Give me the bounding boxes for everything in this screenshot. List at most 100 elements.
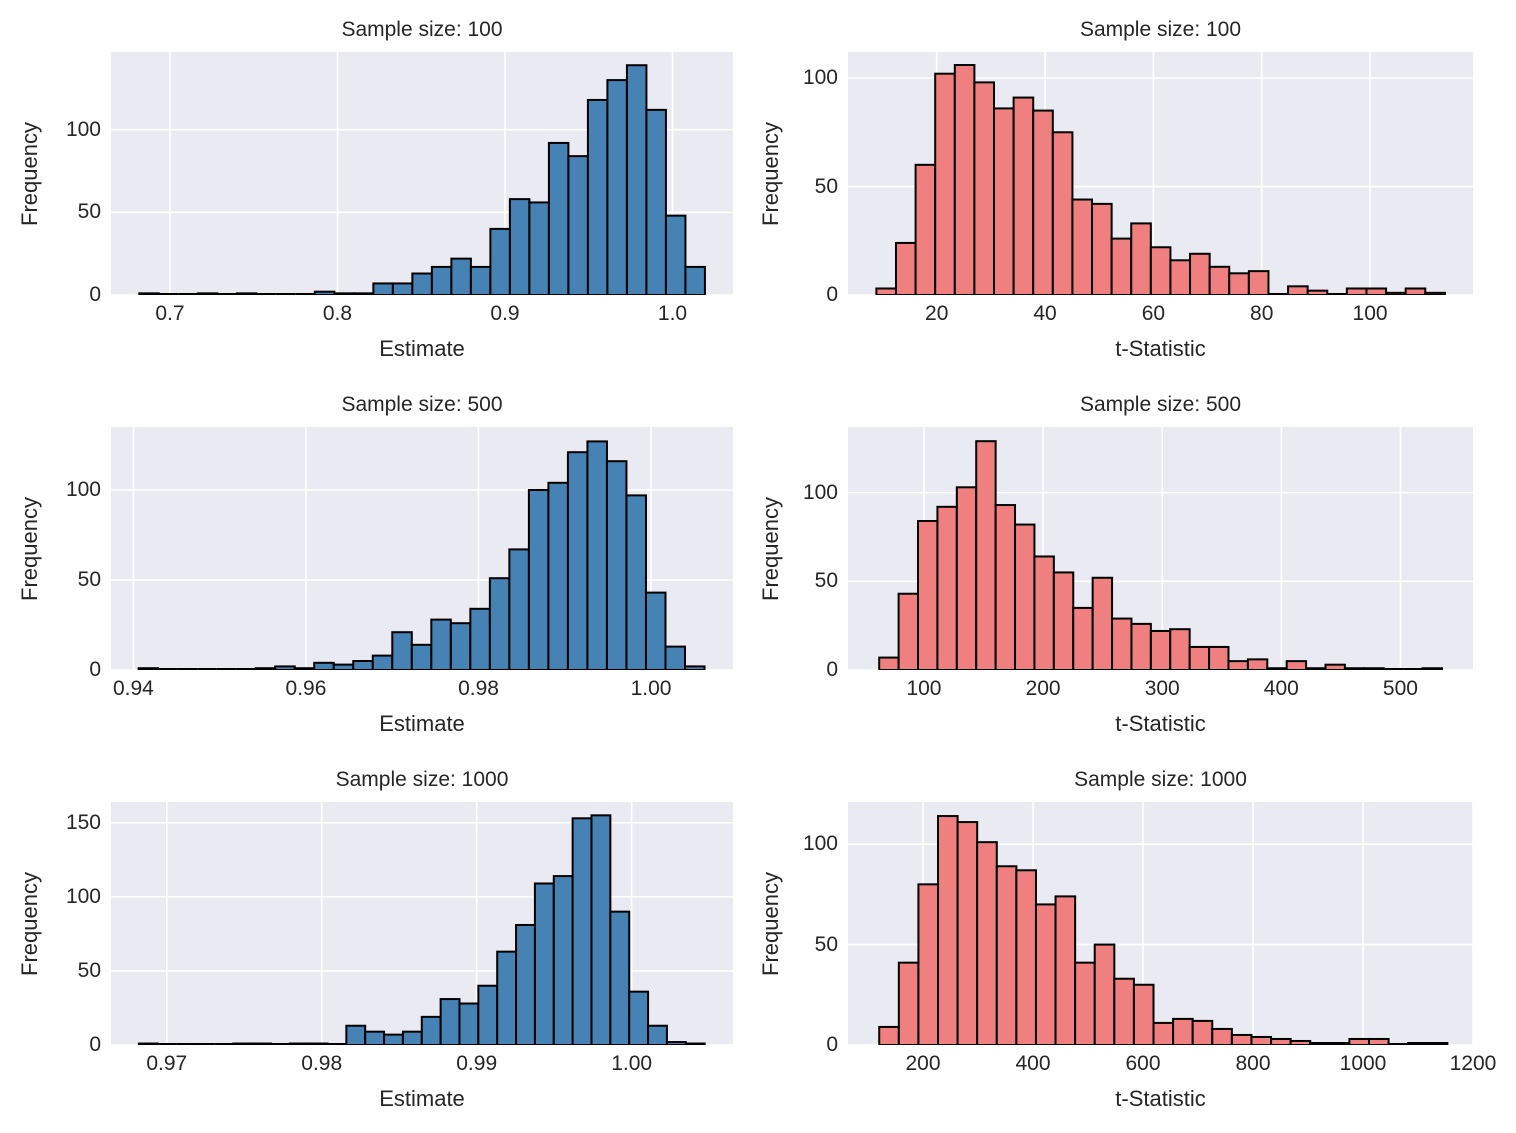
- x-axis-label: t-Statistic: [1115, 1086, 1206, 1111]
- histogram-plot-area: [111, 427, 733, 670]
- histogram-bar: [1287, 285, 1309, 295]
- histogram-bar: [1052, 571, 1075, 670]
- histogram-bar: [345, 1024, 367, 1045]
- histogram-bar: [1113, 977, 1135, 1045]
- x-axis-label: Estimate: [379, 336, 465, 361]
- x-tick-label: 20: [925, 302, 949, 325]
- histogram-bar: [371, 654, 394, 670]
- x-tick-label: 1.0: [657, 302, 688, 325]
- histogram-bar: [364, 1030, 386, 1045]
- histogram-bar: [430, 265, 453, 295]
- histogram-bar: [533, 882, 555, 1045]
- histogram-bar: [1289, 1039, 1312, 1045]
- histogram-bar: [1188, 645, 1211, 670]
- histogram-plot-area: [848, 427, 1473, 670]
- histogram-bar: [625, 494, 647, 670]
- histogram-bar: [665, 1041, 687, 1045]
- histogram-bar: [1152, 1021, 1175, 1045]
- histogram-bar: [251, 1042, 272, 1045]
- x-tick-label: 300: [1144, 677, 1180, 700]
- x-tick-label: 500: [1382, 677, 1418, 700]
- histogram-bar: [590, 814, 612, 1045]
- x-tick-label: 0.98: [458, 677, 499, 700]
- histogram-plot-area: [111, 802, 733, 1045]
- histogram-bar: [917, 520, 939, 670]
- histogram-bar: [1348, 1037, 1370, 1045]
- histogram-bar: [552, 875, 574, 1045]
- histogram-bar: [1363, 667, 1385, 670]
- x-axis-label: Estimate: [379, 711, 465, 736]
- histogram-bar: [973, 81, 996, 295]
- histogram-bar: [1228, 272, 1250, 295]
- histogram-bar: [1191, 1019, 1214, 1045]
- histogram-bar: [137, 667, 160, 670]
- histogram-bar: [1051, 131, 1074, 295]
- histogram-bar: [1365, 287, 1388, 295]
- histogram-bar: [547, 141, 570, 295]
- y-tick-label: 50: [77, 568, 101, 591]
- x-tick-label: 0.9: [490, 302, 520, 325]
- histogram-bar: [439, 998, 461, 1045]
- histogram-bar: [430, 618, 452, 670]
- histogram-bar: [1074, 961, 1096, 1045]
- histogram-bar: [1054, 895, 1077, 1045]
- histogram-bar: [333, 292, 355, 295]
- histogram-bar: [1309, 1041, 1331, 1045]
- histogram-bar: [1426, 1041, 1449, 1045]
- histogram-bar: [975, 440, 997, 670]
- histogram-bar: [1149, 246, 1172, 295]
- x-tick-label: 0.96: [285, 677, 327, 700]
- histogram-bar: [235, 292, 258, 295]
- histogram-bar: [1072, 606, 1094, 670]
- subplot-title: Sample size: 500: [341, 393, 503, 416]
- histogram-bar: [383, 1033, 404, 1045]
- histogram-bar: [410, 643, 433, 670]
- histogram-bar: [1345, 287, 1368, 295]
- histogram-bar: [628, 990, 650, 1045]
- histogram-bar: [496, 950, 518, 1045]
- x-tick-label: 60: [1141, 302, 1166, 325]
- subplot-title: Sample size: 1000: [335, 768, 509, 791]
- histogram-bar: [391, 282, 414, 295]
- histogram-bar: [1285, 660, 1308, 670]
- histogram-bar: [307, 1042, 329, 1045]
- histogram-bar: [508, 198, 531, 295]
- histogram-bar: [138, 292, 160, 295]
- histogram-bar: [1270, 1037, 1292, 1045]
- histogram-bar: [515, 923, 536, 1045]
- histogram-bar: [609, 910, 631, 1045]
- histogram-bar: [897, 961, 920, 1045]
- histogram-bar: [352, 292, 375, 295]
- histogram-bar: [1208, 645, 1230, 670]
- histogram-bar: [567, 155, 589, 295]
- x-tick-label: 400: [1015, 1052, 1051, 1075]
- histogram-bar: [1015, 869, 1037, 1045]
- histogram-plot-area: [111, 52, 733, 295]
- y-tick-label: 0: [826, 1033, 838, 1056]
- histogram-bar: [547, 481, 569, 670]
- histogram-bar: [1306, 289, 1329, 295]
- y-tick-label: 100: [802, 66, 838, 90]
- histogram-bar: [1385, 291, 1407, 295]
- x-tick-label: 100: [906, 677, 942, 700]
- histogram-bar: [684, 1042, 706, 1045]
- histogram-bar: [1130, 622, 1152, 670]
- histogram-bar: [477, 984, 499, 1045]
- histogram-bar: [1305, 667, 1327, 670]
- histogram-bar: [1071, 198, 1094, 295]
- y-tick-label: 0: [826, 283, 838, 306]
- histogram-bar: [1091, 202, 1113, 295]
- histogram-bar: [995, 865, 1018, 1045]
- histogram-bar: [1328, 1041, 1351, 1045]
- x-axis-label: Estimate: [379, 1086, 465, 1111]
- histogram-bar: [664, 645, 686, 670]
- histogram-bar: [1130, 222, 1152, 295]
- x-tick-label: 0.94: [112, 677, 154, 700]
- histogram-bar: [288, 1042, 310, 1045]
- histogram-bar: [878, 1025, 900, 1045]
- histogram-bar: [956, 821, 979, 1045]
- y-tick-label: 0: [826, 658, 838, 681]
- histogram-bar: [644, 591, 667, 670]
- x-tick-label: 200: [905, 1052, 941, 1075]
- y-tick-label: 50: [814, 932, 838, 956]
